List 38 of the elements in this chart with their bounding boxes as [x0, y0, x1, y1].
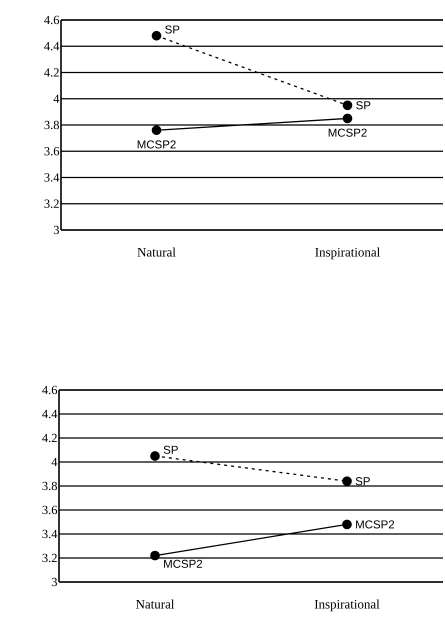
y-tick-label: 3.2: [44, 200, 59, 208]
text: SP: [165, 25, 180, 34]
point: [150, 451, 160, 461]
y-tick-label: 4.2: [44, 68, 59, 77]
series-label: MCSP2: [328, 128, 367, 137]
point: [152, 30, 162, 41]
y-tick-label: 4.4: [42, 410, 58, 418]
y-tick-label: 3.4: [42, 530, 58, 538]
point: [150, 550, 160, 560]
y-tick-label: 3: [52, 578, 57, 586]
text: MCSP2: [138, 140, 176, 149]
y-tick-label: 3.6: [44, 147, 60, 156]
y-tick-label: 3.6: [42, 506, 58, 514]
x-tick-label: Inspirational: [315, 247, 380, 260]
series-label: SP: [164, 446, 178, 454]
x-tick-label: Natural: [136, 599, 174, 609]
x-tick-label: Natural: [137, 247, 176, 257]
text: MCSP2: [164, 560, 202, 568]
y-tick-label: 4: [51, 458, 58, 466]
y-tick-label: 4.4: [44, 42, 60, 50]
series-label: MCSP2: [356, 520, 394, 528]
text: SP: [356, 477, 370, 486]
point: [342, 520, 352, 530]
y-tick-label: 3.2: [42, 554, 57, 562]
y-tick-label: 3.8: [42, 482, 57, 490]
y-tick-label: 3.8: [44, 120, 59, 130]
series-label: SP: [356, 101, 370, 110]
point: [152, 125, 162, 136]
point: [342, 476, 352, 486]
y-tick-label: 3: [54, 226, 59, 234]
point: [342, 114, 352, 124]
y-tick-label: 3.4: [44, 173, 60, 182]
point: [342, 100, 352, 110]
x-tick-label: Inspirational: [314, 599, 380, 612]
y-tick-label: 4.6: [42, 386, 58, 394]
y-tick-label: 4: [53, 94, 60, 103]
y-tick-label: 4.2: [42, 434, 57, 442]
y-tick-label: 4.6: [44, 16, 60, 24]
